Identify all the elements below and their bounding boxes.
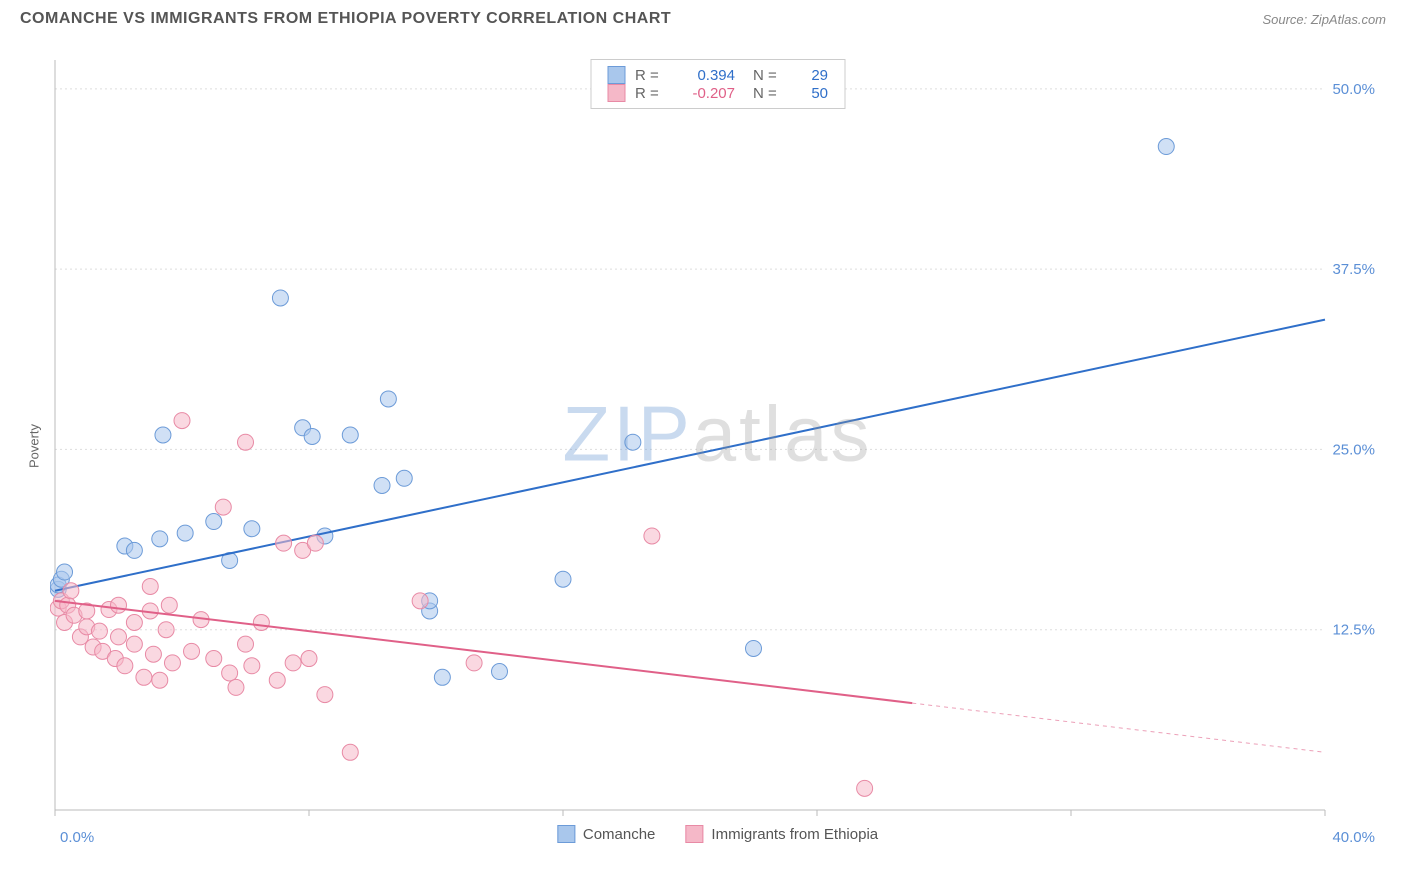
legend-row-series-2: R = -0.207 N = 50 [607,84,828,102]
svg-text:0.0%: 0.0% [60,829,94,845]
svg-text:12.5%: 12.5% [1332,622,1375,639]
r-value-series-1: 0.394 [675,67,735,84]
r-value-series-2: -0.207 [675,85,735,102]
scatter-plot: 12.5% 25.0% 37.5% 50.0% 0.0% 40.0% [50,55,1385,845]
legend-item-series-1: Comanche [557,825,656,843]
series-legend: Comanche Immigrants from Ethiopia [557,825,878,843]
chart-title: COMANCHE VS IMMIGRANTS FROM ETHIOPIA POV… [20,10,671,28]
n-label: N = [753,67,788,84]
source-attribution: Source: ZipAtlas.com [1262,12,1386,27]
swatch-series-2 [685,825,703,843]
legend-label-series-1: Comanche [583,826,656,843]
swatch-series-2 [607,84,625,102]
swatch-series-1 [557,825,575,843]
r-label: R = [635,67,665,84]
legend-label-series-2: Immigrants from Ethiopia [711,826,878,843]
r-label: R = [635,85,665,102]
svg-text:50.0%: 50.0% [1332,81,1375,98]
n-value-series-1: 29 [798,67,828,84]
legend-item-series-2: Immigrants from Ethiopia [685,825,878,843]
svg-text:37.5%: 37.5% [1332,261,1375,278]
svg-text:25.0%: 25.0% [1332,441,1375,458]
legend-row-series-1: R = 0.394 N = 29 [607,66,828,84]
y-axis-label: Poverty [27,424,42,468]
chart-area: R = 0.394 N = 29 R = -0.207 N = 50 ZIPat… [50,55,1385,845]
svg-text:40.0%: 40.0% [1332,829,1375,845]
correlation-legend: R = 0.394 N = 29 R = -0.207 N = 50 [590,59,845,109]
n-value-series-2: 50 [798,85,828,102]
swatch-series-1 [607,66,625,84]
n-label: N = [753,85,788,102]
